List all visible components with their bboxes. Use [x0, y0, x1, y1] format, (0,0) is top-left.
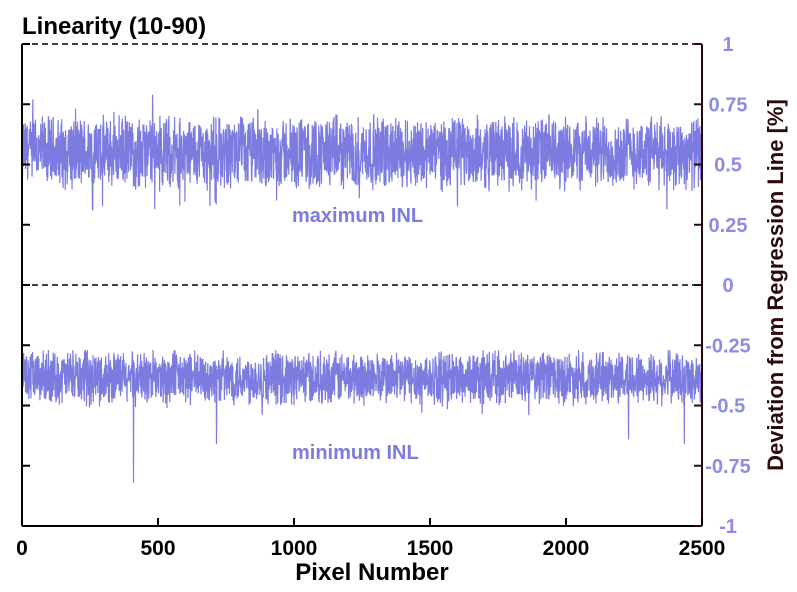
x-axis-ticks: 0 500 1000 1500 2000 2500 [16, 518, 725, 560]
x-tick-label: 2000 [543, 537, 590, 560]
y-tick-label: -0.75 [705, 456, 751, 478]
x-axis-label: Pixel Number [295, 559, 448, 586]
annotation-maximum-inl: maximum INL [292, 205, 423, 227]
y-tick-label: -1 [719, 516, 737, 538]
series-layer [21, 94, 703, 483]
y-tick-label: -0.25 [705, 335, 751, 357]
y-tick-label: -0.5 [711, 396, 745, 418]
y-tick-label: 0 [722, 275, 733, 297]
x-tick-label: 0 [16, 537, 28, 560]
plot-area [22, 43, 702, 286]
chart-title: Linearity (10-90) [22, 13, 206, 40]
y-tick-label: 0.75 [709, 94, 748, 116]
y-tick-label: 1 [722, 34, 733, 56]
y-axis-ticks: 1 0.75 0.5 0.25 0 -0.25 -0.5 -0.75 -1 [22, 34, 751, 538]
x-tick-label: 1500 [407, 537, 454, 560]
x-tick-label: 2500 [679, 537, 726, 560]
series-minimum-inl [21, 350, 703, 483]
series-maximum-inl [21, 94, 703, 211]
annotation-minimum-inl: minimum INL [292, 442, 419, 464]
x-tick-label: 1000 [271, 537, 318, 560]
y-tick-label: 0.25 [709, 215, 748, 237]
x-tick-label: 500 [140, 537, 175, 560]
y-axis-label: Deviation from Regression Line [%] [763, 99, 788, 471]
y-tick-label: 0.5 [714, 155, 742, 177]
